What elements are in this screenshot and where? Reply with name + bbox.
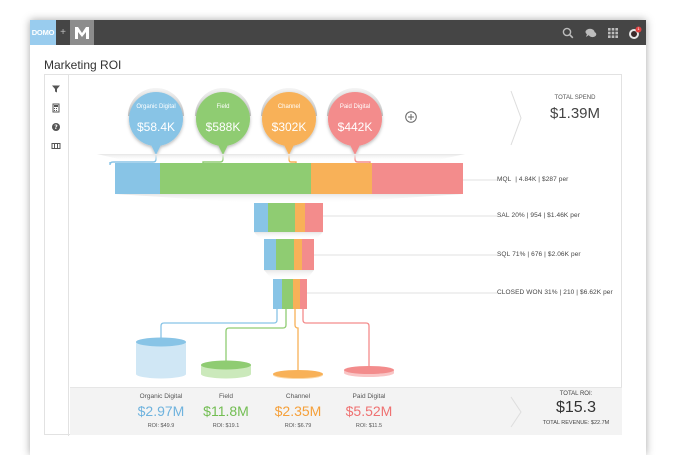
footer-name-field: Field [218,393,234,400]
stage-mql-name: MQL [497,176,512,183]
footer-roi-channel: ROI: $6.79 [284,423,312,429]
channel-bubbles [128,88,383,155]
roi-divider [510,396,522,428]
bubble-label-channel: Channel [277,104,301,110]
domo-logo[interactable]: DOMO [30,20,56,45]
revenue-cylinders [136,337,394,379]
funnel-neck-1 [115,194,463,203]
avatar-icon[interactable]: 1 [627,26,642,40]
bubble-value-organic: $58.4K [136,120,176,134]
stage-closed-won-detail: 31% | 210 | $6.62K per [544,289,613,296]
footer-name-channel: Channel [285,393,311,400]
mql-bar[interactable] [115,163,463,194]
total-roi-label: TOTAL ROI: [559,391,593,397]
roi-card: ? Organic Digital $58.4K Field $588K Cha… [44,74,622,436]
bubble-label-paid: Paid Digital [339,104,371,110]
filter-icon[interactable] [51,81,61,93]
stage-sql-name: SQL [497,251,511,258]
outflow-lines [160,309,370,370]
footer-name-paid: Paid Digital [352,393,386,400]
spend-divider [510,90,522,146]
plus-circle-icon[interactable] [405,111,417,123]
bubble-label-organic: Organic Digital [136,104,176,110]
footer-revenue-channel: $2.35M [274,403,322,419]
top-navigation-bar: DOMO + 1 [30,20,646,45]
app-window: DOMO + 1 Marketing ROI [30,20,646,455]
chat-icon[interactable] [584,26,598,40]
total-spend-label: TOTAL SPEND [554,95,596,101]
calculator-icon[interactable] [51,100,61,113]
sal-bar[interactable] [254,203,323,232]
footer-revenue-paid: $5.52M [345,403,393,419]
stage-mql: MQL | 4.84K | $287 per [497,176,568,183]
help-icon[interactable]: ? [51,119,61,131]
funnel-neck-2 [254,232,323,239]
funnel-neck-3 [264,270,314,279]
search-icon[interactable] [561,26,575,40]
notification-badge: 1 [637,26,640,31]
stage-sal-detail: 20% | 954 | $1.46K per [511,212,580,219]
footer-roi-field: ROI: $19.1 [212,423,240,429]
funnel-lip [97,154,465,161]
stage-sql: SQL 71% | 676 | $2.06K per [497,251,581,258]
total-roi-value: $15.3 [555,399,597,416]
results-footer [70,387,622,435]
funnel-visualization [97,88,522,428]
footer-roi-organic: ROI: $49.9 [147,423,175,429]
stage-closed-won-name: CLOSED WON [497,289,543,296]
total-revenue: TOTAL REVENUE: $22.7M [542,420,610,426]
stage-closed-won: CLOSED WON 31% | 210 | $6.62K per [497,289,613,296]
stage-leader-lines [307,179,497,294]
sql-bar[interactable] [264,239,314,270]
closed-won-bar[interactable] [273,279,307,309]
svg-text:?: ? [54,124,58,131]
footer-roi-paid: ROI: $11.5 [355,423,383,429]
stage-sal: SAL 20% | 954 | $1.46K per [497,212,580,219]
tool-strip: ? [45,75,69,436]
footer-revenue-organic: $2.97M [137,403,185,419]
page-title: Marketing ROI [44,58,122,72]
stage-mql-detail: | 4.84K | $287 per [515,176,569,183]
bubble-value-field: $588K [205,120,241,134]
stage-sql-detail: 71% | 676 | $2.06K per [512,251,581,258]
logo-separator: + [60,27,66,38]
stage-sal-name: SAL [497,212,510,219]
footer-revenue-field: $11.8M [203,403,249,419]
data-icon[interactable] [51,138,61,149]
bubble-value-channel: $302K [271,120,307,134]
bubble-label-field: Field [216,104,230,110]
total-spend-value: $1.39M [549,105,601,122]
apps-grid-icon[interactable] [606,26,620,40]
footer-name-organic: Organic Digital [139,393,183,400]
m-logo[interactable] [70,20,94,45]
bubble-value-paid: $442K [337,120,373,134]
